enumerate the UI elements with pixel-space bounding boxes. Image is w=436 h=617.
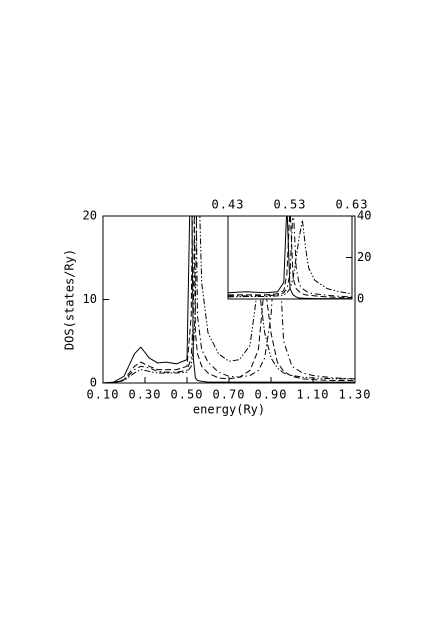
x-tick-label: 0.43 (212, 198, 245, 212)
series-line (103, 216, 355, 383)
x-tick-label: 0.50 (171, 388, 204, 402)
y-axis-label: DOS(states/Ry) (63, 249, 77, 350)
x-tick-label: 0.70 (213, 388, 246, 402)
y-tick-label: 10 (83, 292, 97, 306)
plot-area: 0.43 0.53 0.63 0 20 40 (212, 198, 372, 306)
x-tick-label: 0.10 (87, 388, 120, 402)
x-tick-label: 1.10 (297, 388, 330, 402)
x-tick-label: 0.90 (255, 388, 288, 402)
y-tick-label: 40 (357, 209, 371, 223)
series-group (103, 216, 355, 383)
y-tick-label: 20 (357, 250, 371, 264)
series-line (228, 220, 352, 298)
series-line (103, 216, 355, 383)
x-tick-label: 0.30 (129, 388, 162, 402)
x-axis-label: energy(Ry) (193, 403, 265, 417)
series-line (103, 216, 355, 383)
y-tick-label: 0 (90, 376, 97, 390)
series-line (228, 216, 352, 298)
y-tick-label: 0 (357, 292, 364, 306)
x-tick-label: 0.63 (336, 198, 369, 212)
series-line (228, 216, 352, 299)
series-line (103, 216, 355, 383)
x-tick-label: 0.53 (274, 198, 307, 212)
y-tick-label: 20 (83, 209, 97, 223)
x-tick-label: 1.30 (339, 388, 372, 402)
